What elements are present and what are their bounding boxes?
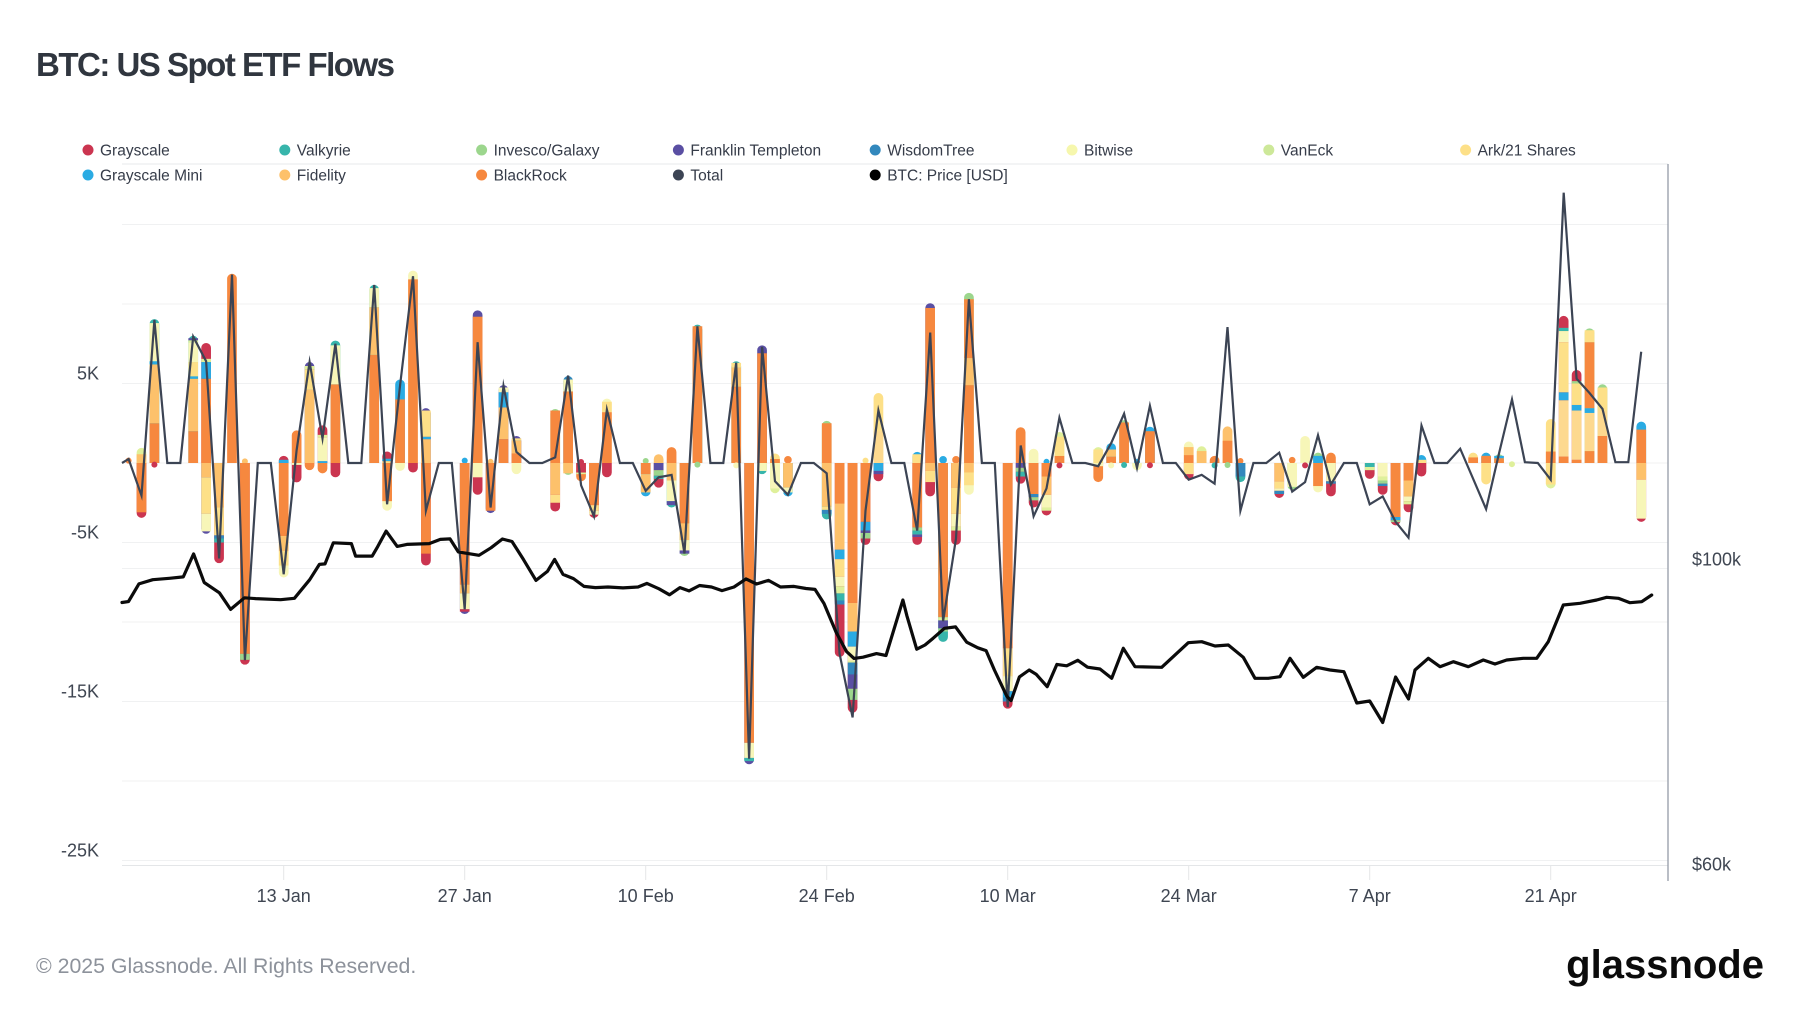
svg-text:13 Jan: 13 Jan <box>257 886 311 906</box>
svg-text:VanEck: VanEck <box>1281 143 1334 160</box>
svg-text:10 Mar: 10 Mar <box>980 886 1036 906</box>
svg-text:Bitwise: Bitwise <box>1084 143 1133 160</box>
svg-text:Ark/21 Shares: Ark/21 Shares <box>1478 143 1576 160</box>
svg-text:-25K: -25K <box>61 841 99 861</box>
svg-text:Valkyrie: Valkyrie <box>297 143 351 160</box>
svg-text:-5K: -5K <box>71 523 99 543</box>
svg-text:24 Mar: 24 Mar <box>1161 886 1217 906</box>
svg-text:WisdomTree: WisdomTree <box>887 143 974 160</box>
svg-text:Grayscale Mini: Grayscale Mini <box>100 168 203 185</box>
svg-text:Total: Total <box>690 168 723 185</box>
svg-text:24 Feb: 24 Feb <box>799 886 855 906</box>
svg-text:Franklin Templeton: Franklin Templeton <box>690 143 821 160</box>
svg-text:© 2025 Glassnode. All Rights R: © 2025 Glassnode. All Rights Reserved. <box>36 954 416 978</box>
svg-text:BTC: Price [USD]: BTC: Price [USD] <box>887 168 1008 185</box>
svg-text:27 Jan: 27 Jan <box>438 886 492 906</box>
svg-text:-15K: -15K <box>61 682 99 702</box>
svg-text:BTC: US Spot ETF Flows: BTC: US Spot ETF Flows <box>36 46 394 83</box>
svg-text:7 Apr: 7 Apr <box>1349 886 1391 906</box>
svg-text:Fidelity: Fidelity <box>297 168 346 185</box>
svg-text:Invesco/Galaxy: Invesco/Galaxy <box>494 143 600 160</box>
svg-text:Grayscale: Grayscale <box>100 143 170 160</box>
svg-text:5K: 5K <box>77 364 99 384</box>
svg-text:$100k: $100k <box>1692 550 1742 570</box>
svg-text:$60k: $60k <box>1692 855 1732 875</box>
svg-text:glassnode: glassnode <box>1566 943 1764 987</box>
svg-text:21 Apr: 21 Apr <box>1525 886 1577 906</box>
svg-text:10 Feb: 10 Feb <box>618 886 674 906</box>
svg-text:BlackRock: BlackRock <box>494 168 567 185</box>
